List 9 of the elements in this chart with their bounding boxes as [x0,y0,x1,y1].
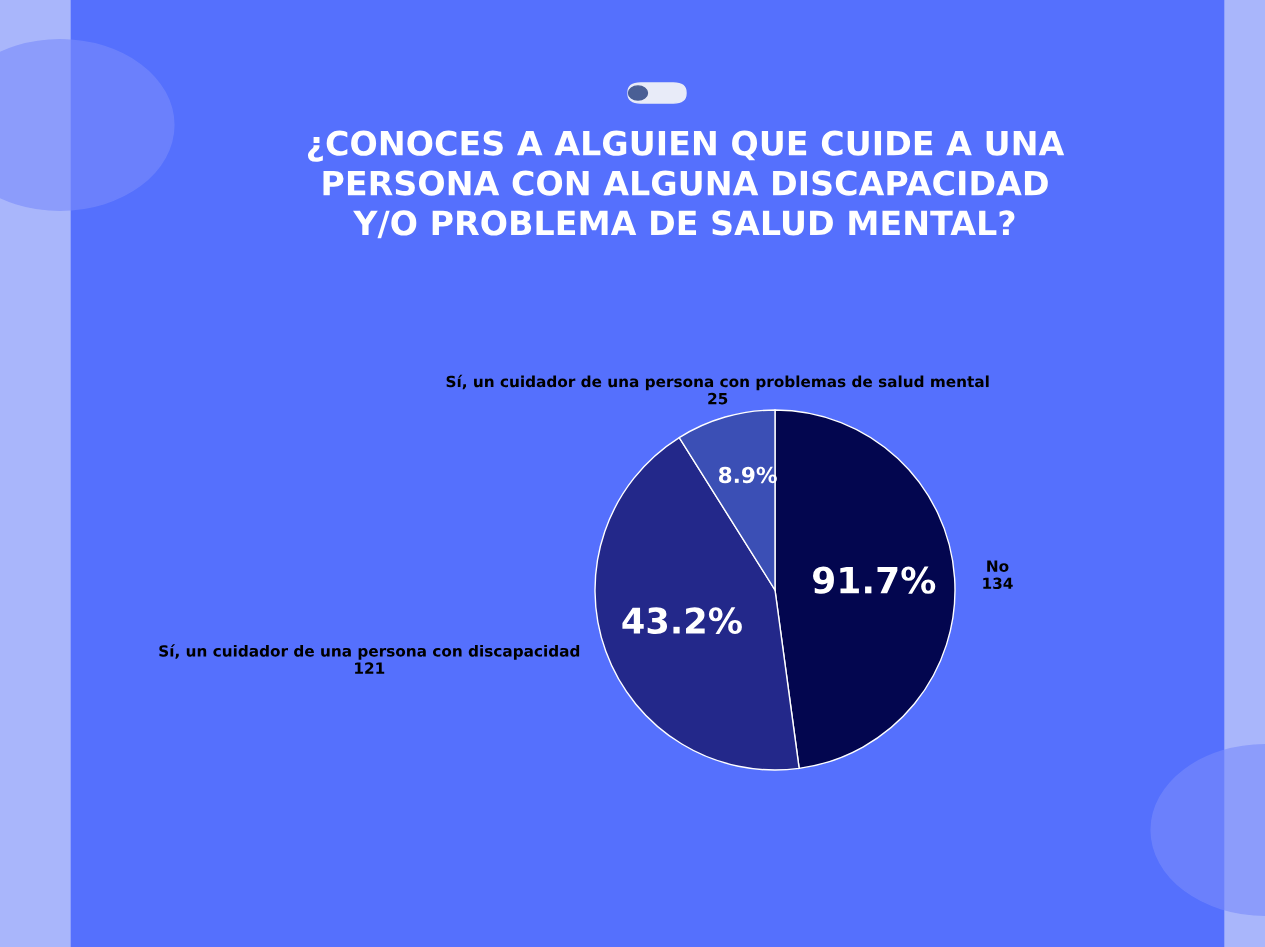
text: 43.2% [622,607,742,634]
text: 91.7% [813,566,936,594]
data-label: 25 [708,392,728,405]
slice-label: Sí, un cuidador de una persona con problemas de salud mental [446,374,989,391]
slice-label: No [987,560,1009,572]
chart-title: ¿CONOCES A ALGUIEN QUE CUIDE A UNA PERSONA CON ALGUNA DISCAPACIDAD Y/O PROBLEMA DE SALUD MENTAL? [307,130,1065,239]
slice-label: Sí, un cuidador de una persona con discapacidad [159,644,580,660]
data-label: 134 [983,577,1013,590]
data-label: 121 [355,662,385,674]
